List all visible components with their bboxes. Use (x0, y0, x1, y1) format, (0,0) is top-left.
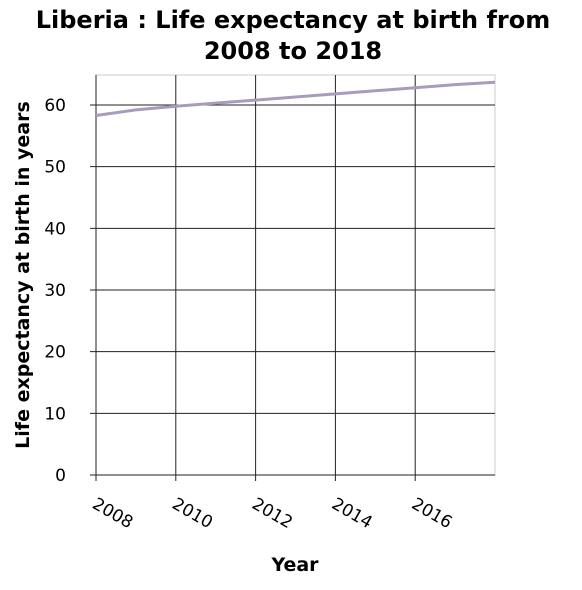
x-axis-ticks: 2008 2010 2012 2014 2016 (89, 494, 456, 533)
chart-title-line-2: 2008 to 2018 (204, 37, 382, 65)
grid (90, 74, 496, 481)
series-line (95, 80, 496, 117)
y-tick-label: 30 (44, 281, 66, 301)
x-axis-label: Year (270, 554, 319, 576)
y-axis-label: Life expectancy at birth in years (12, 101, 34, 449)
y-tick-label: 40 (44, 219, 66, 239)
plot-frame (95, 74, 496, 476)
y-tick-label: 0 (55, 466, 66, 486)
y-tick-label: 60 (44, 96, 66, 116)
y-tick-label: 50 (44, 158, 66, 178)
y-tick-label: 10 (44, 404, 66, 424)
x-tick-label: 2012 (248, 494, 295, 533)
x-tick-label: 2008 (89, 494, 136, 533)
series (95, 80, 496, 117)
x-tick-label: 2010 (169, 494, 216, 533)
chart-title-line-1: Liberia : Life expectancy at birth from (36, 6, 551, 34)
y-axis-ticks: 0 10 20 30 40 50 60 (44, 96, 66, 486)
x-tick-label: 2014 (328, 494, 375, 533)
y-tick-label: 20 (44, 343, 66, 363)
x-tick-label: 2016 (408, 494, 455, 533)
